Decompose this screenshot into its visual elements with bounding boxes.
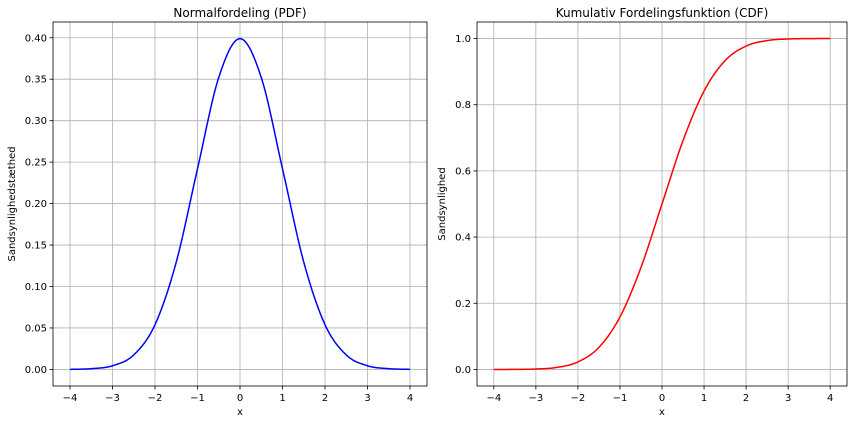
pdf-x-axis-label: x [237, 407, 243, 418]
pdf-xtick-label-6: 2 [322, 393, 328, 404]
pdf-xtick-label-3: −1 [190, 393, 205, 404]
pdf-ytick-label-1: 0.05 [25, 323, 47, 334]
pdf-xtick-label-0: −4 [63, 393, 78, 404]
cdf-ticks: −4 −3 −2 −1 0 1 2 3 4 0.0 0.2 0.4 0.6 0.8 1.0 [455, 34, 833, 404]
cdf-title: Kumulativ Fordelingsfunktion (CDF) [556, 6, 769, 20]
pdf-curve [69, 37, 411, 371]
cdf-ytick-label-1: 0.2 [455, 299, 471, 310]
pdf-ytick-label-7: 0.35 [25, 75, 47, 86]
pdf-grid [53, 22, 427, 386]
pdf-ytick-label-0: 0.00 [25, 365, 47, 376]
pdf-y-axis-label: Sandsynlighedstæthed [7, 146, 18, 261]
pdf-xtick-label-1: −3 [105, 393, 120, 404]
pdf-title: Normalfordeling (PDF) [173, 6, 306, 20]
pdf-xtick-label-8: 4 [407, 393, 413, 404]
cdf-xtick-label-4: 0 [659, 393, 665, 404]
pdf-ytick-label-4: 0.20 [25, 199, 47, 210]
cdf-ytick-label-2: 0.4 [455, 233, 471, 244]
cdf-ytick-label-5: 1.0 [455, 34, 471, 45]
cdf-panel: −4 −3 −2 −1 0 1 2 3 4 0.0 0.2 0.4 0.6 0.8 1.0 Kumulati… [437, 6, 848, 418]
pdf-xtick-label-2: −2 [148, 393, 163, 404]
cdf-xtick-label-6: 2 [743, 393, 749, 404]
pdf-panel: −4 −3 −2 −1 0 1 2 3 4 0.00 0.05 0.10 0.15 0.20 0.25 0.3… [7, 6, 428, 418]
pdf-xtick-label-5: 1 [279, 393, 285, 404]
cdf-ytick-label-0: 0.0 [455, 365, 471, 376]
cdf-y-axis-label: Sandsynlighed [437, 167, 448, 240]
pdf-ytick-label-3: 0.15 [25, 241, 47, 252]
cdf-xtick-label-8: 4 [827, 393, 833, 404]
cdf-xtick-label-1: −3 [528, 393, 543, 404]
pdf-ytick-label-8: 0.40 [25, 33, 47, 44]
cdf-ytick-label-4: 0.8 [455, 100, 471, 111]
cdf-xtick-label-0: −4 [486, 393, 501, 404]
pdf-xtick-label-7: 3 [364, 393, 370, 404]
cdf-xtick-label-7: 3 [785, 393, 791, 404]
cdf-xtick-label-2: −2 [571, 393, 586, 404]
pdf-xtick-label-4: 0 [237, 393, 243, 404]
pdf-ytick-label-2: 0.10 [25, 282, 47, 293]
cdf-xtick-label-5: 1 [701, 393, 707, 404]
pdf-ytick-label-5: 0.25 [25, 158, 47, 169]
cdf-xtick-label-3: −1 [613, 393, 628, 404]
pdf-ytick-label-6: 0.30 [25, 116, 47, 127]
cdf-ytick-label-3: 0.6 [455, 166, 471, 177]
cdf-x-axis-label: x [659, 407, 665, 418]
pdf-ticks: −4 −3 −2 −1 0 1 2 3 4 0.00 0.05 0.10 0.15 0.20 0.25 0.3… [25, 33, 413, 404]
cdf-curve [493, 37, 831, 371]
